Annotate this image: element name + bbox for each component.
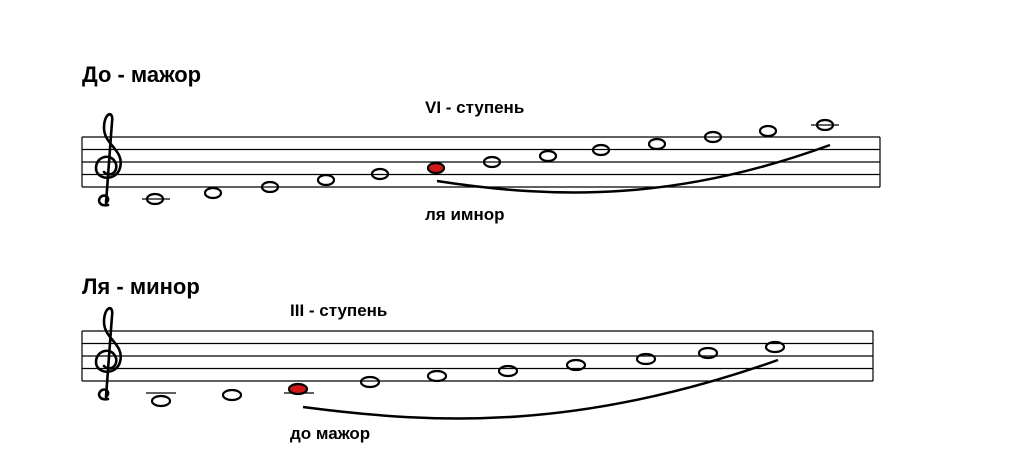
notes: [150, 340, 786, 408]
degree-label: VI - ступень: [425, 98, 524, 117]
relative-label: ля имнор: [425, 205, 505, 224]
treble-clef: [94, 113, 123, 207]
arc: [302, 358, 779, 420]
relative-label: до мажор: [290, 424, 370, 443]
arc: [436, 143, 831, 194]
staff: [81, 136, 881, 200]
treble-clef: [94, 307, 123, 401]
degree-label: III - ступень: [290, 301, 387, 320]
notes: [145, 118, 839, 206]
section-title: Ля - минор: [82, 274, 200, 299]
section-title: До - мажор: [82, 62, 201, 87]
staff: [81, 330, 874, 394]
